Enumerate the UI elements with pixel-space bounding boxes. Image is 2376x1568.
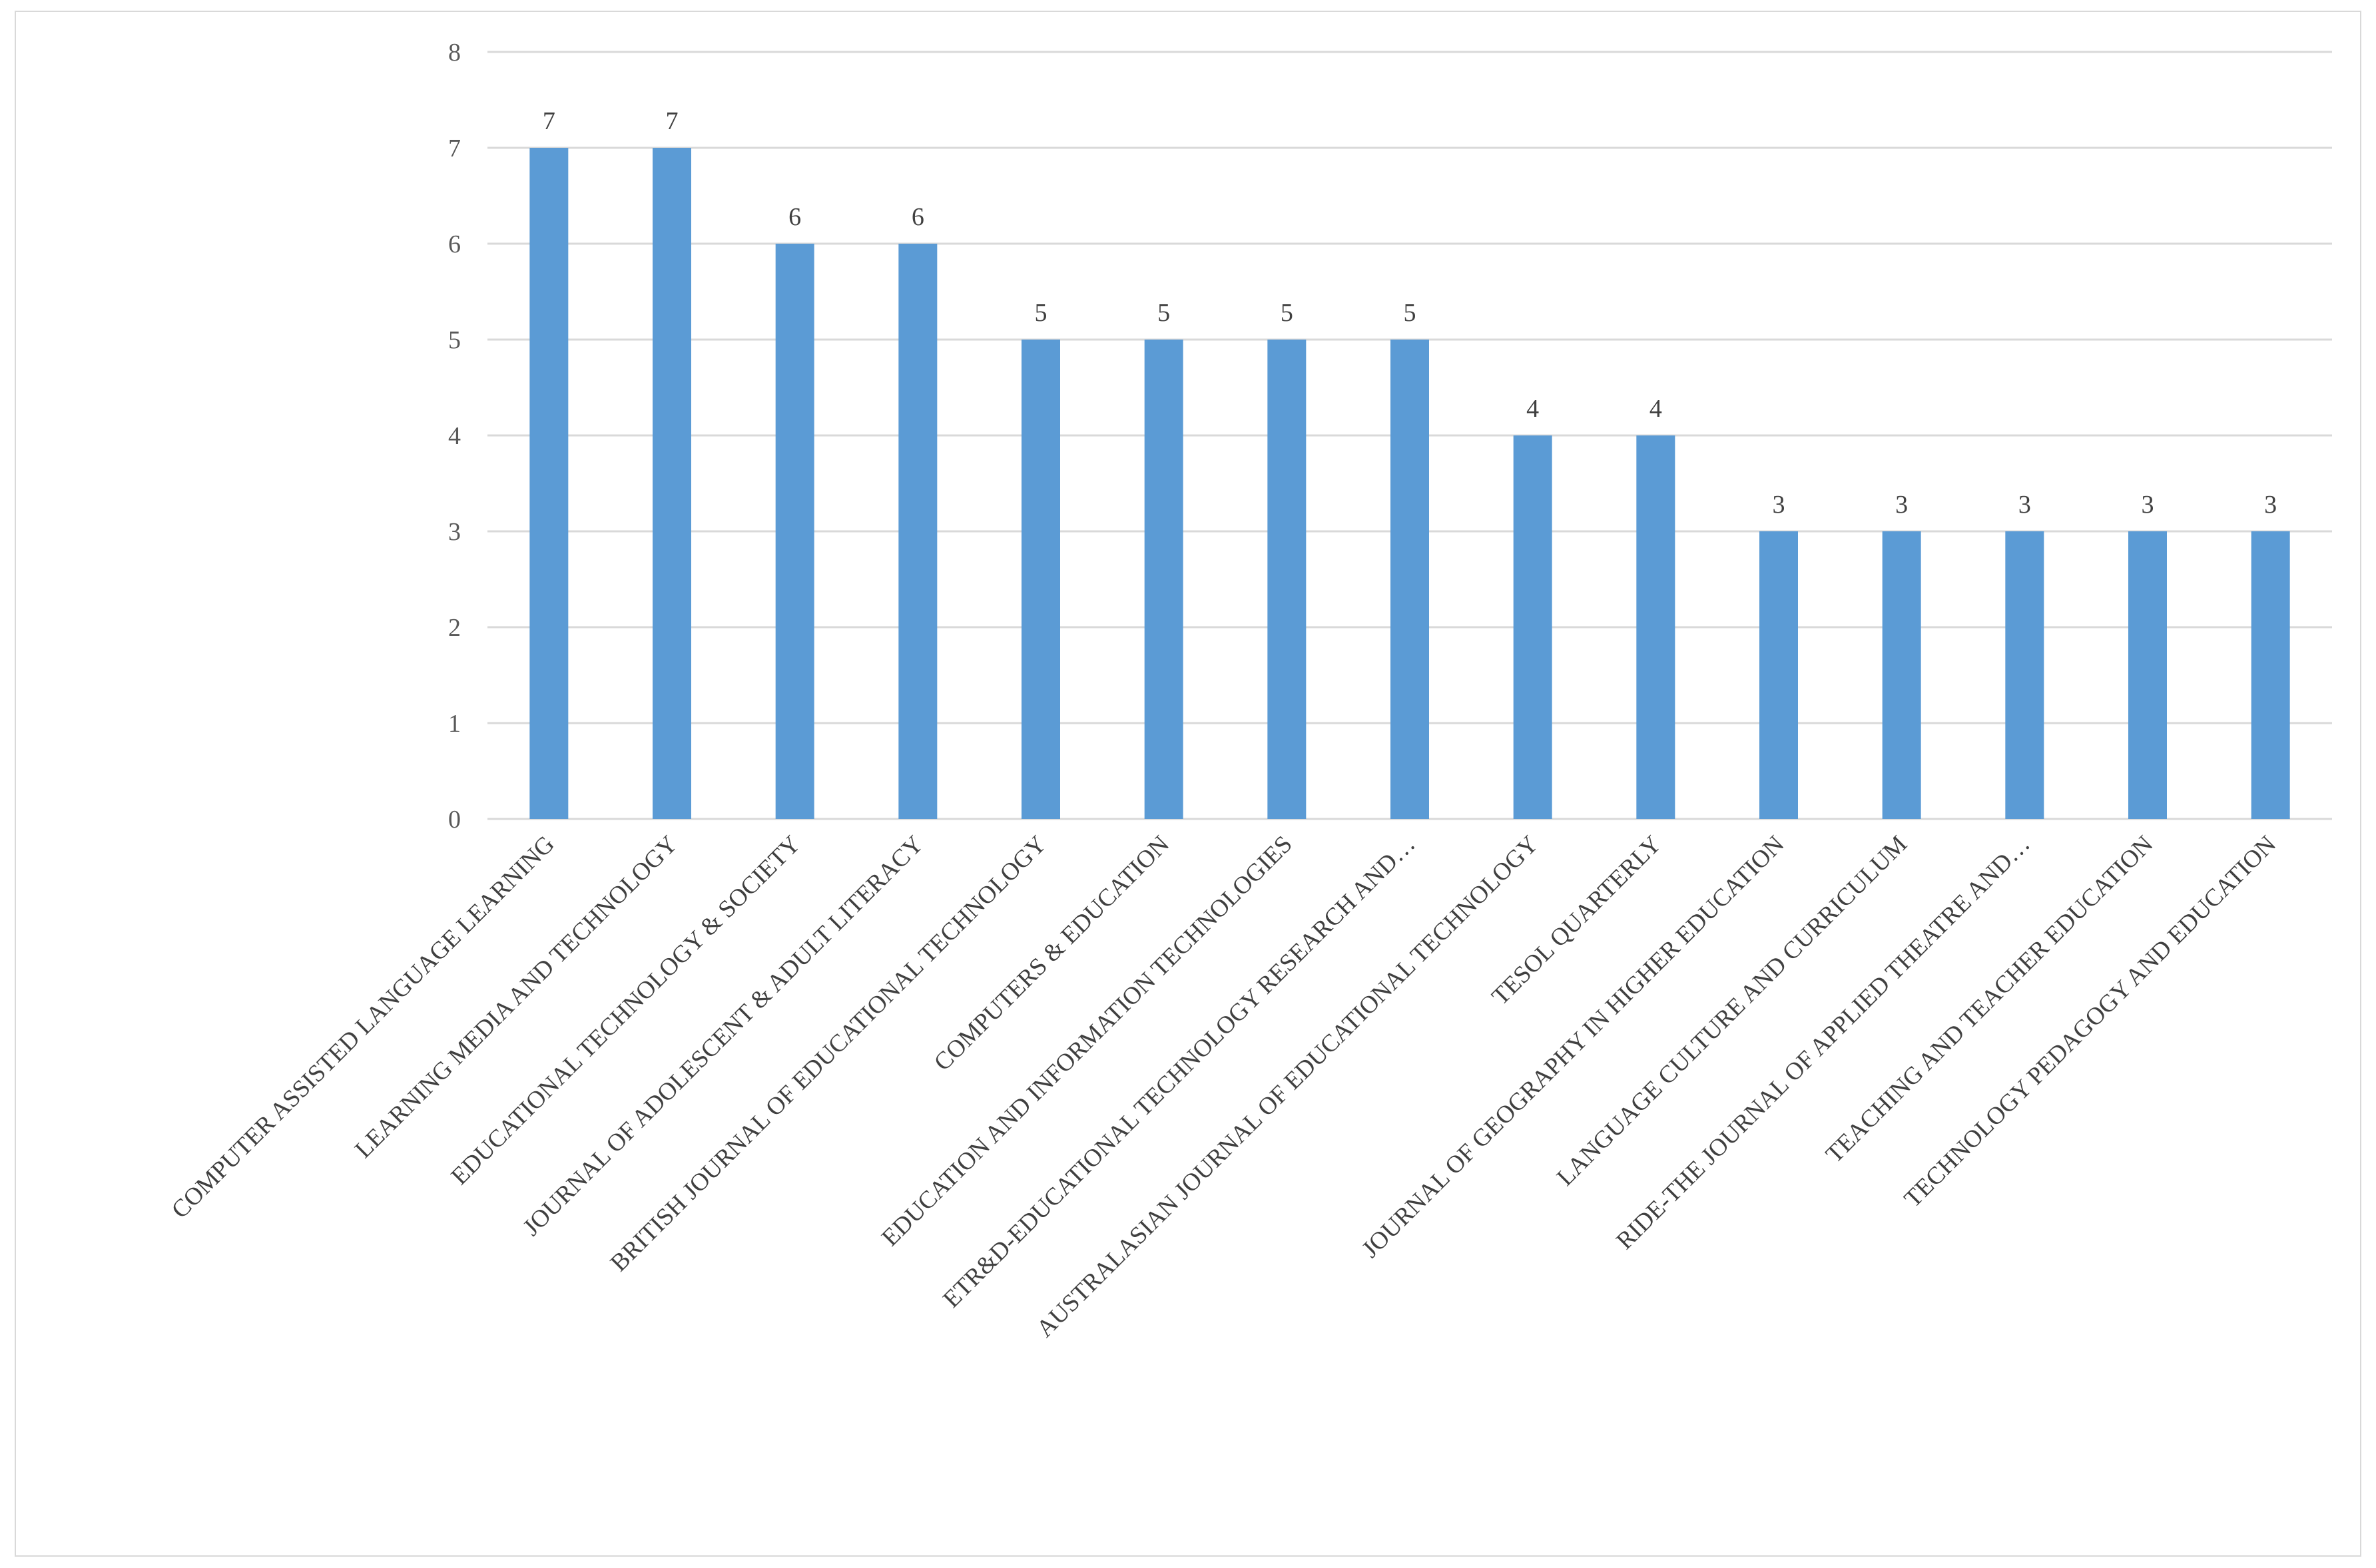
category-label-6: COMPUTERS & EDUCATION bbox=[929, 830, 1175, 1076]
data-label-9: 4 bbox=[1526, 395, 1539, 423]
data-label-6: 5 bbox=[1157, 299, 1170, 327]
y-axis-tick-labels: 0 1 2 3 4 5 6 7 8 bbox=[448, 39, 461, 834]
bar-13 bbox=[2005, 531, 2044, 819]
y-tick-label-5: 5 bbox=[448, 326, 461, 354]
category-label-4: JOURNAL OF ADOLESCENT & ADULT LITERACY bbox=[518, 830, 929, 1241]
data-label-1: 7 bbox=[543, 107, 555, 135]
bar-4 bbox=[898, 244, 938, 819]
bar-7 bbox=[1267, 340, 1307, 819]
x-axis-category-labels: COMPUTER ASSISTED LANGUAGE LEARNINGLEARN… bbox=[166, 830, 2281, 1342]
bar-6 bbox=[1144, 340, 1183, 819]
data-label-11: 3 bbox=[1773, 491, 1785, 519]
y-tick-label-7: 7 bbox=[448, 134, 461, 162]
y-tick-label-6: 6 bbox=[448, 230, 461, 258]
bar-2 bbox=[653, 148, 691, 819]
data-label-15: 3 bbox=[2264, 491, 2277, 519]
bar-14 bbox=[2128, 531, 2167, 819]
bar-5 bbox=[1022, 340, 1060, 819]
category-label-13: RIDE-THE JOURNAL OF APPLIED THEATRE AND… bbox=[1611, 830, 2035, 1254]
data-label-14: 3 bbox=[2142, 491, 2154, 519]
data-label-3: 6 bbox=[788, 203, 801, 231]
bar-1 bbox=[529, 148, 569, 819]
bar-9 bbox=[1513, 435, 1552, 819]
y-tick-label-4: 4 bbox=[448, 422, 461, 450]
data-label-13: 3 bbox=[2018, 491, 2031, 519]
category-label-5: BRITISH JOURNAL OF EDUCATIONAL TECHNOLOG… bbox=[605, 830, 1051, 1276]
data-label-5: 5 bbox=[1035, 299, 1047, 327]
bar-12 bbox=[1882, 531, 1921, 819]
category-label-8: ETR&D-EDUCATIONAL TECHNOLOGY RESEARCH AN… bbox=[938, 830, 1420, 1313]
data-label-12: 3 bbox=[1895, 491, 1908, 519]
y-tick-label-8: 8 bbox=[448, 39, 461, 67]
bar-8 bbox=[1390, 340, 1429, 819]
data-labels: 7 7 6 6 5 5 5 5 4 4 3 3 3 3 3 bbox=[543, 107, 2277, 519]
data-label-4: 6 bbox=[912, 203, 924, 231]
bar-3 bbox=[775, 244, 814, 819]
bar-15 bbox=[2251, 531, 2290, 819]
y-tick-label-0: 0 bbox=[448, 806, 461, 834]
bar-chart: 0 1 2 3 4 5 6 7 8 7 7 6 6 5 5 5 5 4 4 3 3 3 3 3 COMPUTER ASSIS… bbox=[166, 39, 2332, 1343]
category-label-7: EDUCATION AND INFORMATION TECHNOLOGIES bbox=[876, 830, 1297, 1251]
y-tick-label-2: 2 bbox=[448, 614, 461, 642]
data-label-8: 5 bbox=[1404, 299, 1416, 327]
y-tick-label-1: 1 bbox=[448, 710, 461, 738]
data-label-7: 5 bbox=[1281, 299, 1293, 327]
data-label-10: 4 bbox=[1649, 395, 1662, 423]
chart-frame: 0 1 2 3 4 5 6 7 8 7 7 6 6 5 5 5 5 4 4 3 3 3 3 3 COMPUTER ASSIS… bbox=[15, 11, 2361, 1557]
bar-11 bbox=[1759, 531, 1798, 819]
data-label-2: 7 bbox=[666, 107, 679, 135]
category-label-11: JOURNAL OF GEOGRAPHY IN HIGHER EDUCATION bbox=[1356, 830, 1789, 1263]
bars bbox=[529, 148, 2290, 819]
bar-10 bbox=[1636, 435, 1675, 819]
y-tick-label-3: 3 bbox=[448, 518, 461, 546]
